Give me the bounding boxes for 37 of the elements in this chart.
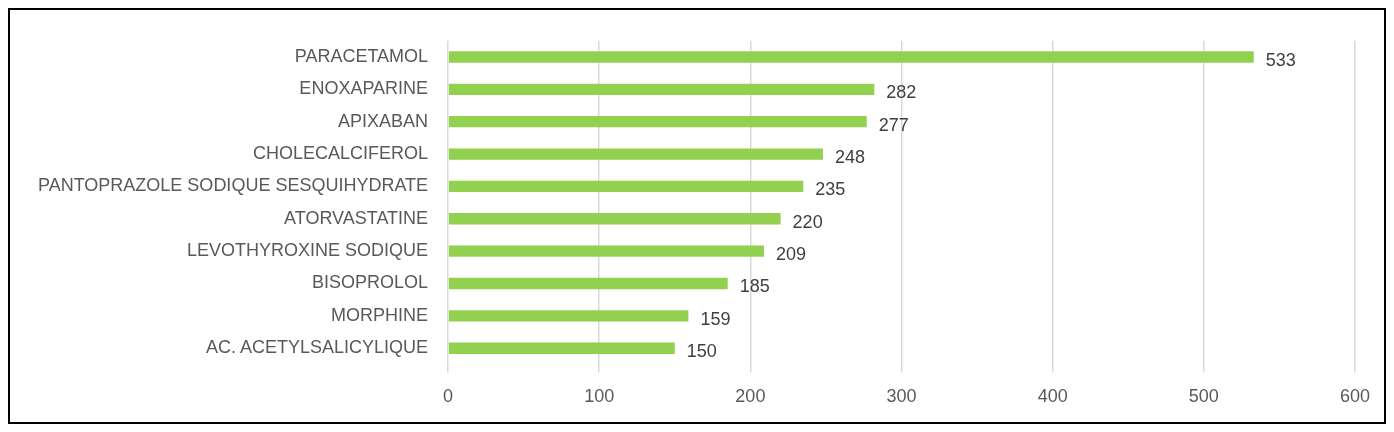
bar (448, 342, 675, 354)
bar (448, 83, 875, 95)
y-tick-label: APIXABAN (338, 110, 429, 131)
y-tick-label: BISOPROLOL (312, 272, 429, 293)
x-tick-label: 500 (1188, 386, 1219, 407)
data-label: 159 (700, 308, 731, 329)
data-label: 248 (834, 147, 865, 168)
y-tick-label: ATORVASTATINE (284, 207, 429, 228)
data-label: 235 (815, 179, 846, 200)
data-label: 150 (686, 341, 717, 362)
bar (448, 180, 804, 193)
bar (448, 277, 728, 290)
x-tick-label: 300 (886, 386, 917, 407)
bar (448, 310, 689, 322)
data-label: 185 (739, 276, 770, 297)
bar (448, 213, 781, 225)
y-tick-label: CHOLECALCIFEROL (253, 143, 429, 164)
data-label: 533 (1265, 49, 1296, 70)
y-tick-label: LEVOTHYROXINE SODIQUE (187, 240, 429, 261)
x-tick-label: 100 (584, 386, 615, 407)
y-tick-label: AC. ACETYLSALICYLIQUE (205, 337, 429, 358)
x-tick-label: 0 (443, 386, 454, 407)
data-label: 277 (878, 114, 909, 135)
bar (448, 148, 823, 160)
y-tick-label: PANTOPRAZOLE SODIQUE SESQUIHYDRATE (38, 175, 429, 196)
x-tick-label: 600 (1339, 386, 1371, 407)
y-tick-label: ENOXAPARINE (299, 78, 429, 99)
x-tick-label: 400 (1037, 386, 1068, 407)
data-label: 282 (886, 82, 917, 103)
y-tick-label: MORPHINE (331, 304, 429, 325)
bar (448, 116, 867, 128)
data-label: 209 (775, 244, 807, 265)
bar (448, 51, 1254, 63)
y-tick-label: PARACETAMOL (294, 45, 429, 66)
data-label: 220 (792, 211, 823, 232)
x-tick-label: 200 (735, 386, 766, 407)
bar (448, 245, 764, 257)
